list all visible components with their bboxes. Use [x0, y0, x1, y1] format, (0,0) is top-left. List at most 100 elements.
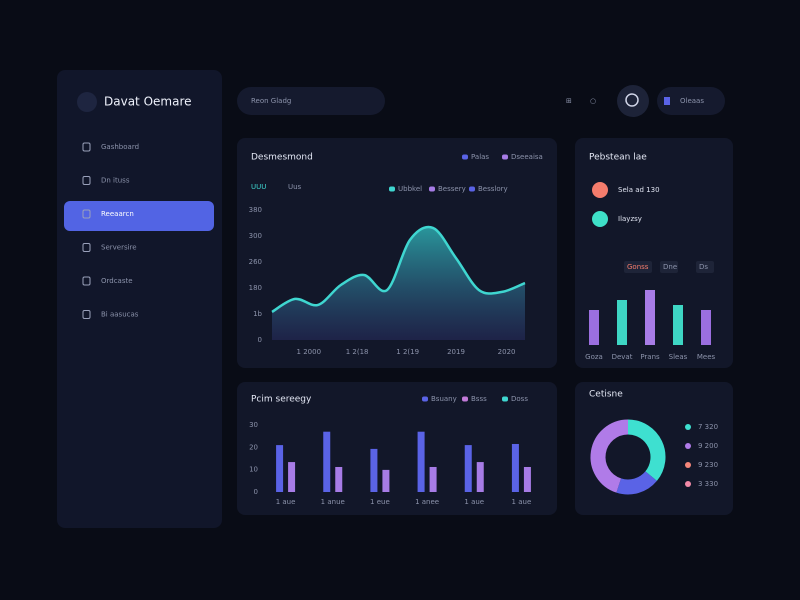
legend-label: 3 330	[698, 480, 718, 488]
bar	[429, 466, 437, 492]
nav-item[interactable]: Reeaarcn	[101, 210, 134, 218]
icon-grid[interactable]: ⊞	[566, 97, 572, 105]
bar	[617, 300, 627, 345]
legend-label: Ubbkel	[398, 185, 422, 193]
search-icon	[625, 93, 639, 107]
nav-icon	[82, 276, 91, 286]
y-tick-label: 0	[254, 488, 258, 496]
legend-dot	[685, 481, 691, 487]
legend-label: Ilayzsy	[618, 215, 642, 223]
bar	[417, 431, 425, 492]
legend-label: Bsss	[471, 395, 487, 403]
nav-item[interactable]: Ordcaste	[101, 277, 133, 285]
bar	[511, 443, 519, 492]
x-tick-label: 1 2(19	[396, 348, 419, 356]
legend-label: Sela ad 130	[618, 186, 660, 194]
x-tick-label: 1 aue	[464, 498, 484, 506]
y-tick-label: 380	[249, 206, 262, 214]
legend-dot	[685, 462, 691, 468]
y-tick-label: 10	[249, 466, 258, 474]
tag	[624, 261, 652, 273]
user-icon	[664, 97, 670, 105]
nav-icon	[82, 142, 91, 152]
tag	[696, 261, 714, 273]
search-text: Reon Gladg	[251, 97, 291, 105]
legend-label: 9 200	[698, 442, 718, 450]
donut-segment	[590, 419, 629, 493]
legend-label: Doss	[511, 395, 528, 403]
nav-icon	[82, 310, 91, 319]
x-tick-label: 1 2(18	[346, 348, 369, 356]
x-tick-label: Prans	[640, 353, 660, 361]
sidebar	[57, 70, 222, 528]
y-tick-label: 180	[249, 284, 262, 292]
tab[interactable]: Uus	[288, 183, 302, 191]
bar	[476, 462, 484, 492]
x-tick-label: 1 2000	[297, 348, 322, 356]
search-box[interactable]	[237, 87, 385, 115]
y-tick-label: 0	[258, 336, 262, 344]
x-tick-label: 2019	[447, 348, 465, 356]
legend-swatch	[422, 396, 428, 402]
bar	[370, 448, 378, 492]
y-tick-label: 30	[249, 421, 258, 429]
nav-icon	[82, 176, 91, 185]
donut-segment	[627, 419, 666, 481]
legend-swatch	[469, 186, 475, 192]
y-tick-label: 1b	[253, 310, 262, 318]
nav-active[interactable]	[64, 201, 214, 231]
card-title: Pebstean lae	[589, 153, 647, 163]
bar	[523, 466, 531, 492]
card-title: Desmesmond	[251, 153, 313, 163]
tag-label[interactable]: Gonss	[627, 263, 649, 271]
x-tick-label: 1 aue	[276, 498, 296, 506]
bar	[464, 445, 472, 492]
donut-segment	[616, 470, 657, 495]
tab[interactable]: UUU	[251, 183, 266, 191]
nav-item[interactable]: Gashboard	[101, 143, 139, 151]
card-title: Pcim sereegy	[251, 395, 312, 405]
x-tick-label: Devat	[612, 353, 633, 361]
x-tick-label: 1 eue	[370, 498, 390, 506]
icon-bell[interactable]: ○	[590, 97, 596, 105]
tag-label[interactable]: Ds	[699, 263, 708, 271]
x-tick-label: Goza	[585, 353, 603, 361]
legend-dot	[685, 443, 691, 449]
brand: Davat Oemare	[104, 95, 192, 109]
bar	[382, 469, 390, 492]
nav-icon	[82, 209, 91, 219]
y-tick-label: 300	[249, 232, 262, 240]
x-tick-label: 2020	[498, 348, 516, 356]
user-name: Oleaas	[680, 97, 704, 105]
nav-item[interactable]: Serversire	[101, 244, 137, 252]
legend-swatch	[462, 154, 468, 160]
bar	[701, 310, 711, 345]
bar	[276, 445, 284, 492]
legend-swatch	[502, 396, 508, 402]
legend-dot	[685, 424, 691, 430]
x-tick-label: 1 anue	[321, 498, 345, 506]
tag	[660, 261, 678, 273]
legend-label: Bsuany	[431, 395, 457, 403]
legend-label: 9 230	[698, 461, 718, 469]
user-pill[interactable]	[657, 87, 725, 115]
y-tick-label: 20	[249, 443, 258, 451]
bar	[288, 462, 296, 492]
legend-label: Palas	[471, 153, 489, 161]
legend-swatch	[389, 186, 395, 192]
legend-dot	[592, 211, 608, 227]
card-title: Cetisne	[589, 390, 623, 400]
card	[575, 138, 733, 368]
bar	[645, 290, 655, 345]
tag-label[interactable]: Dne	[663, 263, 677, 271]
nav-item[interactable]: Dn ituss	[101, 177, 130, 185]
legend-label: Besslory	[478, 185, 508, 193]
nav-item[interactable]: Bi aasucas	[101, 311, 139, 319]
legend-label: 7 320	[698, 423, 718, 431]
x-tick-label: 1 aue	[512, 498, 532, 506]
legend-label: Dseeaisa	[511, 153, 543, 161]
line	[271, 225, 526, 314]
search-button[interactable]	[617, 85, 649, 117]
